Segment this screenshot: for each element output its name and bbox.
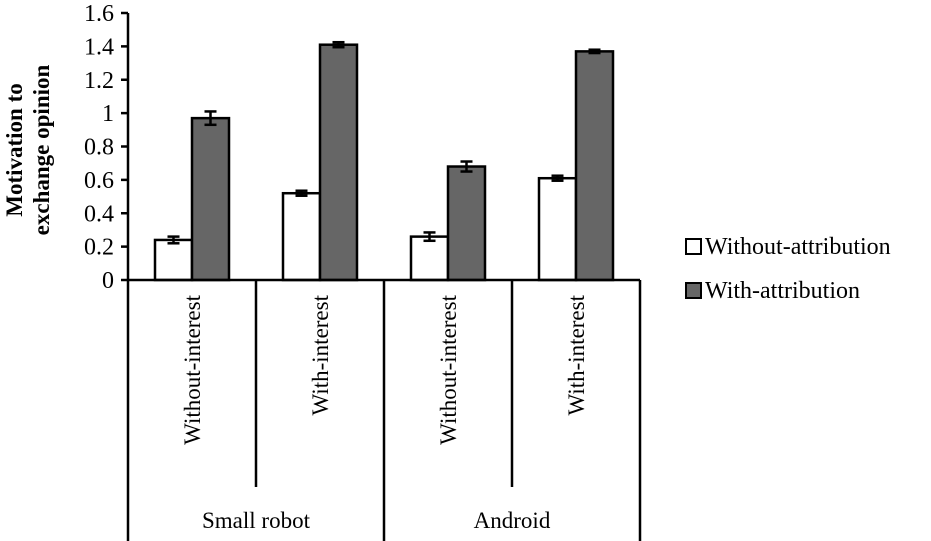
y-tick-label: 1 [102, 101, 114, 127]
bar-without-attribution [281, 191, 322, 282]
y-axis: 0 0.2 0.4 0.6 0.8 1 1.2 1.4 1.6 [84, 1, 130, 541]
legend-label: Without-attribution [705, 234, 891, 260]
category-label: With-interest [308, 294, 333, 415]
y-tick-label: 0.8 [84, 135, 114, 161]
y-tick-label: 1.4 [84, 34, 114, 60]
legend-swatch [685, 238, 702, 255]
y-tick-label: 1.6 [84, 1, 114, 27]
category-label: Without-interest [436, 294, 461, 444]
legend-label: With-attribution [705, 278, 860, 304]
y-tick-label: 0.6 [84, 168, 114, 194]
group-label: Android [474, 508, 551, 533]
y-tick-label: 0.4 [84, 201, 114, 227]
x-axis: Without-interest With-interest Small robot… [128, 278, 642, 541]
y-tick-label: 0.2 [84, 235, 114, 261]
bar-without-attribution [409, 235, 450, 282]
y-tick-label: 1.2 [84, 68, 114, 94]
y-axis-title: Motivation to exchange opinion [2, 64, 54, 235]
y-tick-label: 0 [102, 268, 114, 294]
group-label: Small robot [202, 508, 311, 533]
y-axis-title-line-1: Motivation to [2, 83, 27, 217]
y-axis-title-line-2: exchange opinion [29, 64, 54, 235]
category-label: With-interest [564, 294, 589, 415]
category-label: Without-interest [180, 294, 205, 444]
bar-without-attribution [537, 176, 578, 282]
bar-with-attribution [574, 50, 615, 282]
bar-with-attribution [190, 116, 231, 282]
bar-without-attribution [153, 238, 194, 282]
legend: Without-attribution With-attribution [685, 234, 891, 304]
bars [153, 40, 615, 282]
legend-swatch [685, 282, 702, 299]
bar-with-attribution [446, 165, 487, 282]
bar-with-attribution [318, 43, 359, 282]
